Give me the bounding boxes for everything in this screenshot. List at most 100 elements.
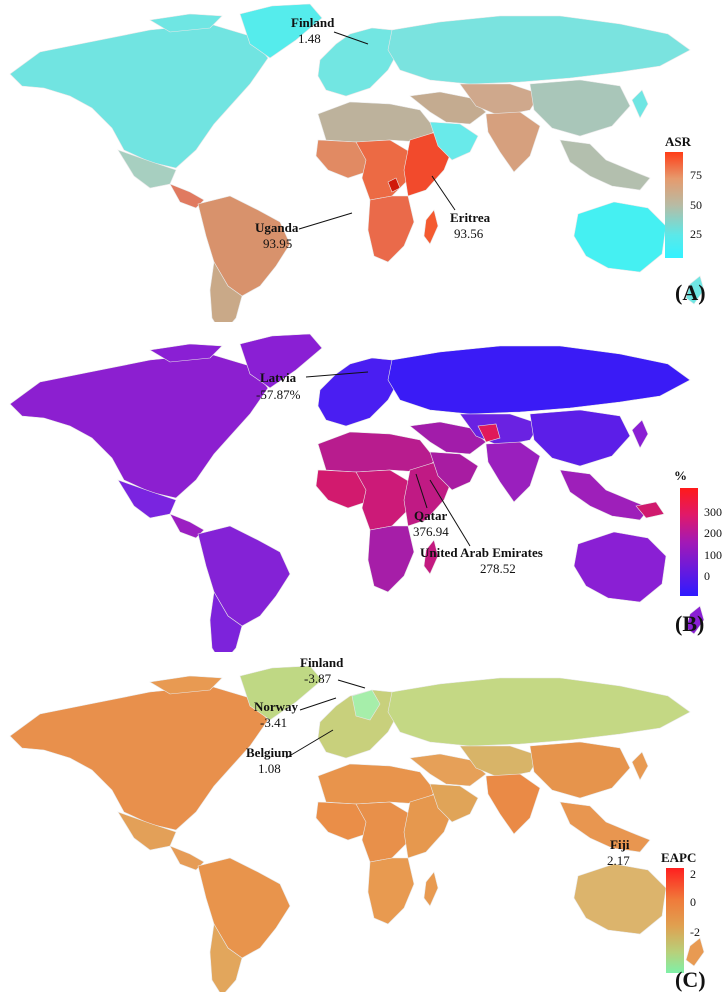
annotation-value: 376.94 [413, 524, 449, 539]
region-southern-cone [209, 591, 243, 652]
legend-tick: 50 [690, 198, 702, 212]
legend-tick: -2 [690, 925, 700, 939]
world-map [9, 333, 705, 652]
region-default [149, 343, 223, 363]
region-australia [573, 201, 667, 273]
legend-tick: 200 [704, 526, 722, 540]
map-panel-b: Latvia -57.87% Qatar 376.94 United Arab … [9, 333, 722, 652]
legend-tick: 0 [690, 895, 696, 909]
legend-tick: 300 [704, 505, 722, 519]
annotation-name: Eritrea [450, 210, 491, 225]
region-greenland [239, 333, 323, 389]
legend: % 300 200 100 0 [674, 468, 722, 596]
annotation-name: Qatar [414, 508, 447, 523]
region-africa-central [355, 801, 411, 863]
region-default [149, 13, 223, 33]
annotation-name: United Arab Emirates [420, 545, 543, 560]
annotation-name: Finland [291, 15, 335, 30]
region-china [529, 79, 631, 137]
region-australia [573, 863, 667, 935]
annotations: Finland 1.48 Uganda 93.95 Eritrea 93.56 [255, 15, 491, 251]
panel-label: (C) [675, 967, 706, 992]
region-china [529, 741, 631, 799]
region-south-america [197, 195, 291, 297]
region-central-asia [459, 745, 541, 779]
region-southern-cone [209, 261, 243, 322]
region-middle-east [409, 91, 487, 125]
world-map [9, 3, 705, 322]
annotation-name: Finland [300, 655, 344, 670]
annotation-value: 1.48 [298, 31, 321, 46]
region-central-asia [459, 83, 541, 117]
region-uganda [387, 177, 401, 193]
region-russia [387, 677, 691, 747]
region-madagascar [423, 871, 439, 907]
map-panel-a: Finland 1.48 Uganda 93.95 Eritrea 93.56 … [9, 3, 706, 322]
region-africa-south [367, 525, 415, 593]
region-se-asia [559, 801, 651, 853]
legend: ASR 75 50 25 [665, 134, 702, 258]
region-africa-central [355, 469, 411, 531]
region-arabia [429, 451, 479, 491]
annotation-value: 278.52 [480, 561, 516, 576]
annotation-value: 1.08 [258, 761, 281, 776]
annotation-value: -3.87 [304, 671, 332, 686]
region-madagascar [423, 539, 439, 575]
region-south-asia [485, 773, 541, 835]
region-europe [317, 357, 401, 427]
annotation-name: Norway [254, 699, 299, 714]
region-europe [317, 27, 401, 97]
annotation-value: 93.56 [454, 226, 484, 241]
annotation-name: Belgium [246, 745, 292, 760]
panel-label: (B) [675, 611, 704, 636]
legend-title: ASR [665, 134, 692, 149]
legend-title: % [674, 468, 687, 483]
region-middle-east [409, 753, 487, 787]
region-russia [387, 345, 691, 415]
world-map [9, 665, 705, 992]
annotations: Finland -3.87 Norway -3.41 Belgium 1.08 … [246, 655, 630, 868]
region-afghanistan [477, 423, 501, 443]
region-africa-north [317, 763, 437, 805]
map-panel-c: Finland -3.87 Norway -3.41 Belgium 1.08 … [9, 655, 706, 992]
region-arabia [429, 783, 479, 823]
region-default [685, 937, 705, 967]
region-china [529, 409, 631, 467]
region-africa-south [367, 195, 415, 263]
region-default [631, 89, 649, 119]
region-north-america [9, 23, 269, 169]
region-africa-south [367, 857, 415, 925]
region-png [635, 501, 665, 519]
region-north-america [9, 353, 269, 499]
legend-colorbar [665, 152, 683, 258]
legend-tick: 25 [690, 227, 702, 241]
region-africa-north [317, 101, 437, 143]
region-africa-central [355, 139, 411, 201]
annotation-name: Fiji [610, 837, 630, 852]
region-default [631, 751, 649, 781]
annotation-name: Uganda [255, 220, 299, 235]
annotation-value: 2.17 [607, 853, 630, 868]
annotation-value: -57.87% [256, 387, 301, 402]
annotations: Latvia -57.87% Qatar 376.94 United Arab … [256, 370, 543, 576]
legend-tick: 100 [704, 548, 722, 562]
region-default [685, 275, 705, 305]
legend-title: EAPC [661, 850, 696, 865]
region-greenland [239, 3, 323, 59]
region-middle-east [409, 421, 487, 455]
legend-tick: 75 [690, 168, 702, 182]
region-se-asia [559, 139, 651, 191]
region-greenland [239, 665, 323, 721]
region-arabia [429, 121, 479, 161]
legend: EAPC 2 0 -2 [661, 850, 700, 973]
annotation-name: Latvia [260, 370, 297, 385]
legend-tick: 2 [690, 867, 696, 881]
region-se-asia [559, 469, 651, 521]
annotation-value: 93.95 [263, 236, 292, 251]
region-south-america [197, 525, 291, 627]
region-southern-cone [209, 923, 243, 992]
region-nordic [351, 689, 381, 721]
region-default [631, 419, 649, 449]
region-south-asia [485, 111, 541, 173]
region-australia [573, 531, 667, 603]
